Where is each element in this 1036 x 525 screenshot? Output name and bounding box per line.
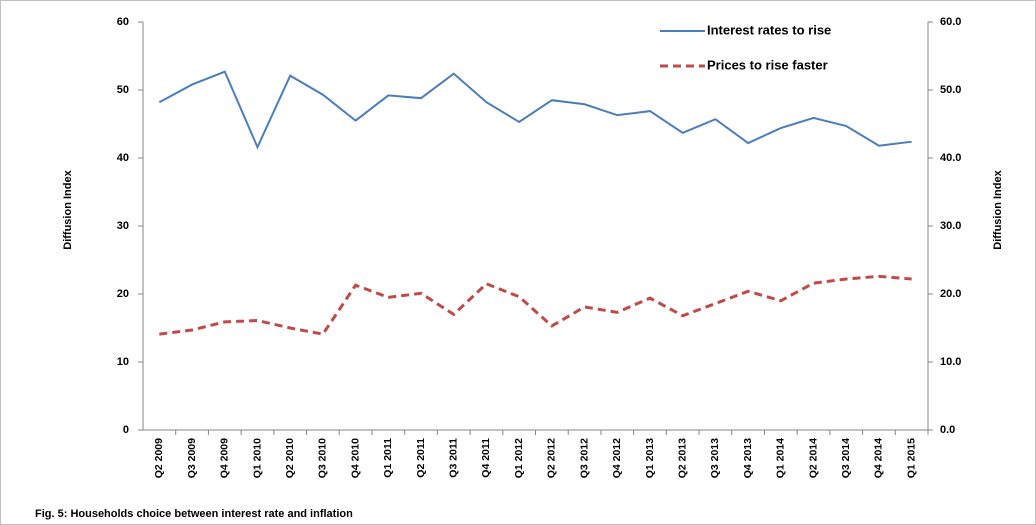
y2-tick-label: 0.0 bbox=[940, 424, 955, 436]
x-tick-label: Q4 2012 bbox=[611, 438, 623, 478]
x-tick-label: Q4 2010 bbox=[349, 438, 361, 478]
x-tick-label: Q1 2014 bbox=[775, 438, 787, 478]
y2-tick-label: 40.0 bbox=[940, 152, 961, 164]
y-tick-label: 40 bbox=[117, 152, 129, 164]
x-tick-label: Q2 2014 bbox=[807, 438, 819, 478]
x-tick-label: Q4 2009 bbox=[219, 438, 231, 478]
caption: Fig. 5: Households choice between intere… bbox=[35, 508, 353, 520]
x-tick-label: Q3 2013 bbox=[709, 438, 721, 478]
y2-tick-label: 60.0 bbox=[940, 16, 961, 28]
y-tick-label: 0 bbox=[123, 424, 129, 436]
x-tick-label: Q1 2012 bbox=[513, 438, 525, 478]
y2-tick-label: 50.0 bbox=[940, 84, 961, 96]
y2-axis-label: Diffusion Index bbox=[992, 169, 1004, 249]
x-tick-label: Q4 2011 bbox=[480, 438, 492, 478]
x-tick-label: Q3 2011 bbox=[448, 438, 460, 478]
y-axis-label: Diffusion Index bbox=[62, 169, 74, 249]
series-line bbox=[159, 274, 912, 336]
y2-tick-label: 10.0 bbox=[940, 356, 961, 368]
x-tick-label: Q2 2013 bbox=[676, 438, 688, 478]
x-tick-label: Q3 2014 bbox=[840, 438, 852, 478]
y-tick-label: 20 bbox=[117, 288, 129, 300]
legend-label: Interest rates to rise bbox=[707, 22, 831, 37]
x-tick-label: Q2 2009 bbox=[153, 438, 165, 478]
series-line bbox=[158, 70, 912, 150]
x-tick-label: Q3 2012 bbox=[578, 438, 590, 478]
x-tick-label: Q1 2015 bbox=[905, 438, 917, 478]
y-tick-label: 50 bbox=[117, 84, 129, 96]
y-tick-label: 60 bbox=[117, 16, 129, 28]
x-tick-label: Q1 2013 bbox=[644, 438, 656, 478]
y-tick-label: 10 bbox=[117, 356, 129, 368]
x-tick-label: Q2 2011 bbox=[415, 438, 427, 478]
y2-tick-label: 30.0 bbox=[940, 220, 961, 232]
x-tick-label: Q2 2012 bbox=[546, 438, 558, 478]
legend-label: Prices to rise faster bbox=[707, 57, 828, 72]
x-tick-label: Q2 2010 bbox=[284, 438, 296, 478]
y2-tick-label: 20.0 bbox=[940, 288, 961, 300]
x-tick-label: Q1 2010 bbox=[251, 438, 263, 478]
x-tick-label: Q3 2009 bbox=[186, 438, 198, 478]
x-tick-label: Q3 2010 bbox=[317, 438, 329, 478]
x-tick-label: Q4 2013 bbox=[742, 438, 754, 478]
y-tick-label: 30 bbox=[117, 220, 129, 232]
x-tick-label: Q4 2014 bbox=[873, 438, 885, 478]
x-tick-label: Q1 2011 bbox=[382, 438, 394, 478]
